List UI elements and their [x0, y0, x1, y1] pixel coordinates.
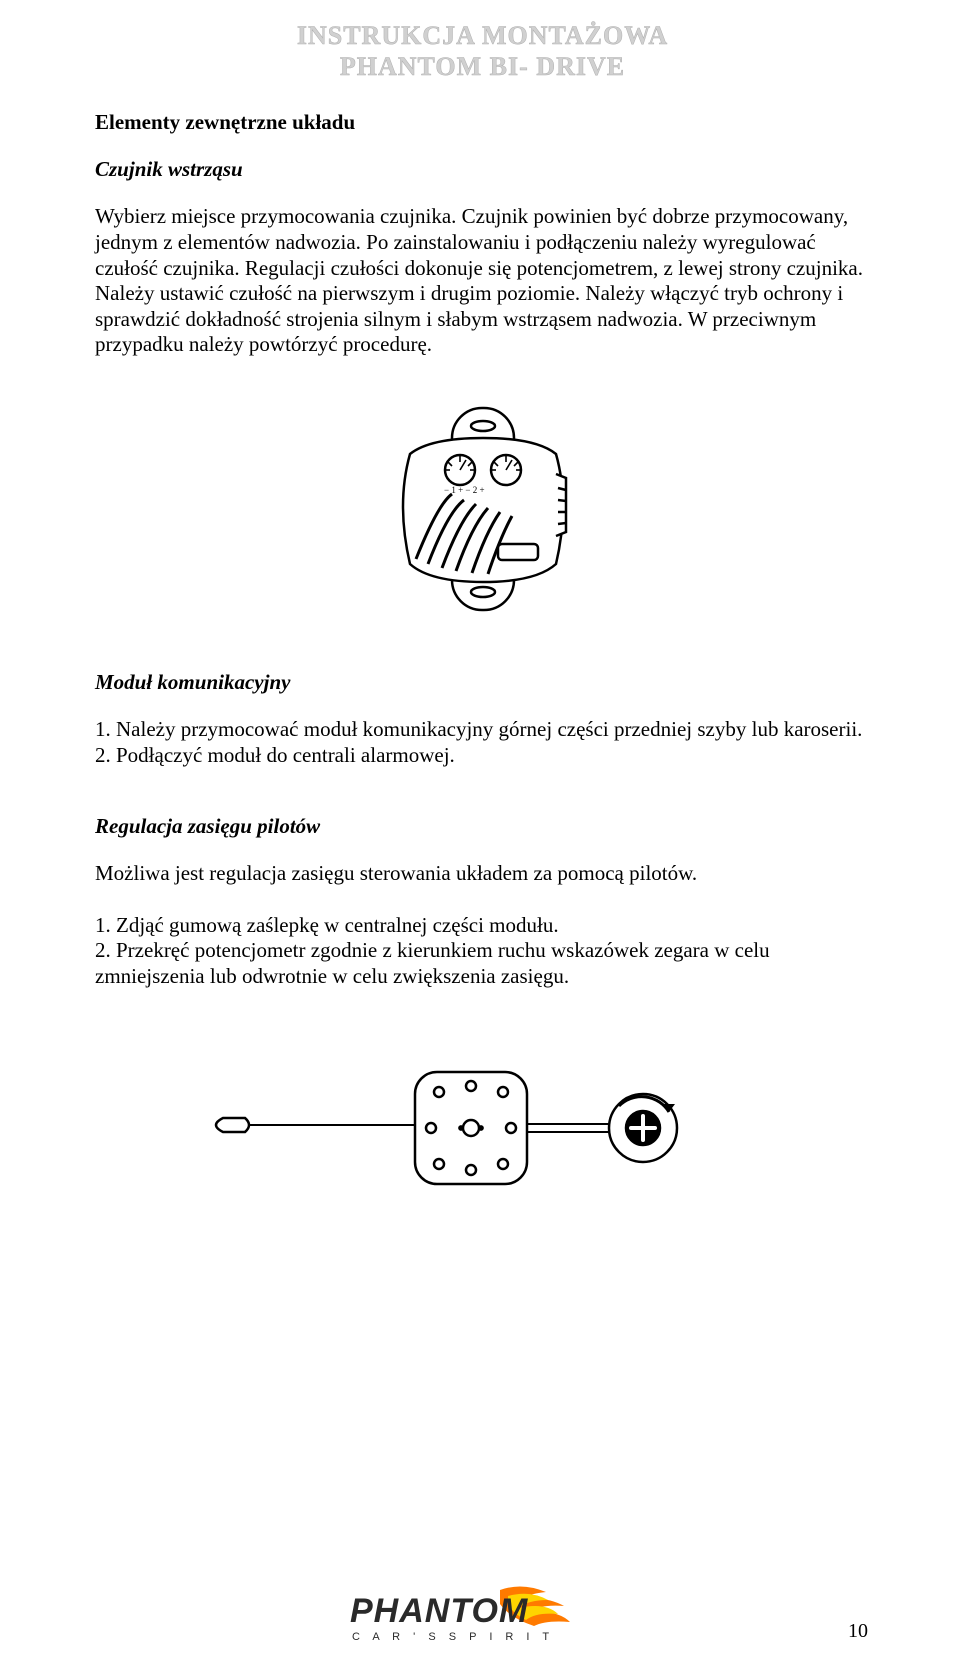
header-line2: PHANTOM BI- DRIVE: [95, 51, 870, 82]
comm-module-step-1: 1. Należy przymocować moduł komunikacyjn…: [95, 717, 870, 743]
shock-sensor-paragraph: Wybierz miejsce przymocowania czujnika. …: [95, 204, 870, 358]
section-comm-module-title: Moduł komunikacyjny: [95, 670, 870, 695]
doc-header: INSTRUKCJA MONTAŻOWA PHANTOM BI- DRIVE: [95, 20, 870, 82]
svg-text:− 1 + − 2 +: − 1 + − 2 +: [444, 485, 485, 495]
figure-shock-sensor: − 1 + − 2 +: [95, 404, 870, 614]
brand-logo: PHANTOM C A R ' S S P I R I T: [350, 1580, 610, 1651]
section-range-adjust-title: Regulacja zasięgu pilotów: [95, 814, 870, 839]
comm-module-step-2: 2. Podłączyć moduł do centrali alarmowej…: [95, 743, 870, 769]
header-line1: INSTRUKCJA MONTAŻOWA: [95, 20, 870, 51]
range-adjust-step-2: 2. Przekręć potencjometr zgodnie z kieru…: [95, 938, 870, 989]
brand-name: PHANTOM: [350, 1592, 528, 1630]
figure-receiver-module: [95, 1050, 870, 1200]
range-adjust-paragraph: Możliwa jest regulacja zasięgu sterowani…: [95, 861, 870, 887]
section-shock-sensor-title: Czujnik wstrząsu: [95, 157, 870, 182]
page-number: 10: [848, 1620, 868, 1643]
shock-sensor-icon: − 1 + − 2 +: [390, 404, 576, 614]
range-adjust-step-1: 1. Zdjąć gumową zaślepkę w centralnej cz…: [95, 913, 870, 939]
section-external-elements-title: Elementy zewnętrzne układu: [95, 110, 870, 135]
brand-tagline: C A R ' S S P I R I T: [352, 1631, 554, 1643]
phantom-logo-icon: PHANTOM C A R ' S S P I R I T: [350, 1580, 610, 1646]
receiver-module-icon: [203, 1050, 763, 1200]
